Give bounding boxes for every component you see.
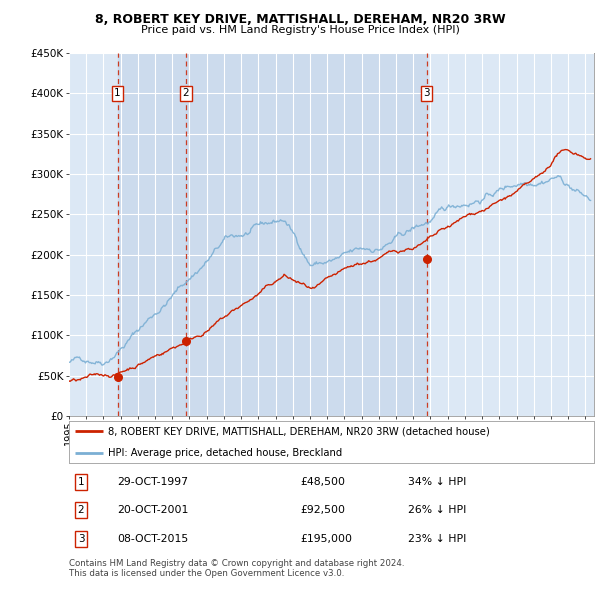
- Text: 1: 1: [114, 88, 121, 99]
- Text: 8, ROBERT KEY DRIVE, MATTISHALL, DEREHAM, NR20 3RW: 8, ROBERT KEY DRIVE, MATTISHALL, DEREHAM…: [95, 13, 505, 26]
- Text: 3: 3: [423, 88, 430, 99]
- Text: £92,500: £92,500: [300, 506, 345, 515]
- Text: 20-OCT-2001: 20-OCT-2001: [117, 506, 188, 515]
- Text: This data is licensed under the Open Government Licence v3.0.: This data is licensed under the Open Gov…: [69, 569, 344, 578]
- Text: 8, ROBERT KEY DRIVE, MATTISHALL, DEREHAM, NR20 3RW (detached house): 8, ROBERT KEY DRIVE, MATTISHALL, DEREHAM…: [109, 427, 490, 436]
- Text: 3: 3: [77, 534, 85, 543]
- Text: 34% ↓ HPI: 34% ↓ HPI: [408, 477, 466, 487]
- Text: 23% ↓ HPI: 23% ↓ HPI: [408, 534, 466, 543]
- Text: 08-OCT-2015: 08-OCT-2015: [117, 534, 188, 543]
- Text: HPI: Average price, detached house, Breckland: HPI: Average price, detached house, Brec…: [109, 448, 343, 457]
- Text: £48,500: £48,500: [300, 477, 345, 487]
- Text: 1: 1: [77, 477, 85, 487]
- Text: Price paid vs. HM Land Registry's House Price Index (HPI): Price paid vs. HM Land Registry's House …: [140, 25, 460, 35]
- Bar: [118, 53, 186, 416]
- Text: Contains HM Land Registry data © Crown copyright and database right 2024.: Contains HM Land Registry data © Crown c…: [69, 559, 404, 568]
- Text: 2: 2: [183, 88, 190, 99]
- Text: 29-OCT-1997: 29-OCT-1997: [117, 477, 188, 487]
- Text: 26% ↓ HPI: 26% ↓ HPI: [408, 506, 466, 515]
- Bar: [186, 53, 427, 416]
- Text: £195,000: £195,000: [300, 534, 352, 543]
- Text: 2: 2: [77, 506, 85, 515]
